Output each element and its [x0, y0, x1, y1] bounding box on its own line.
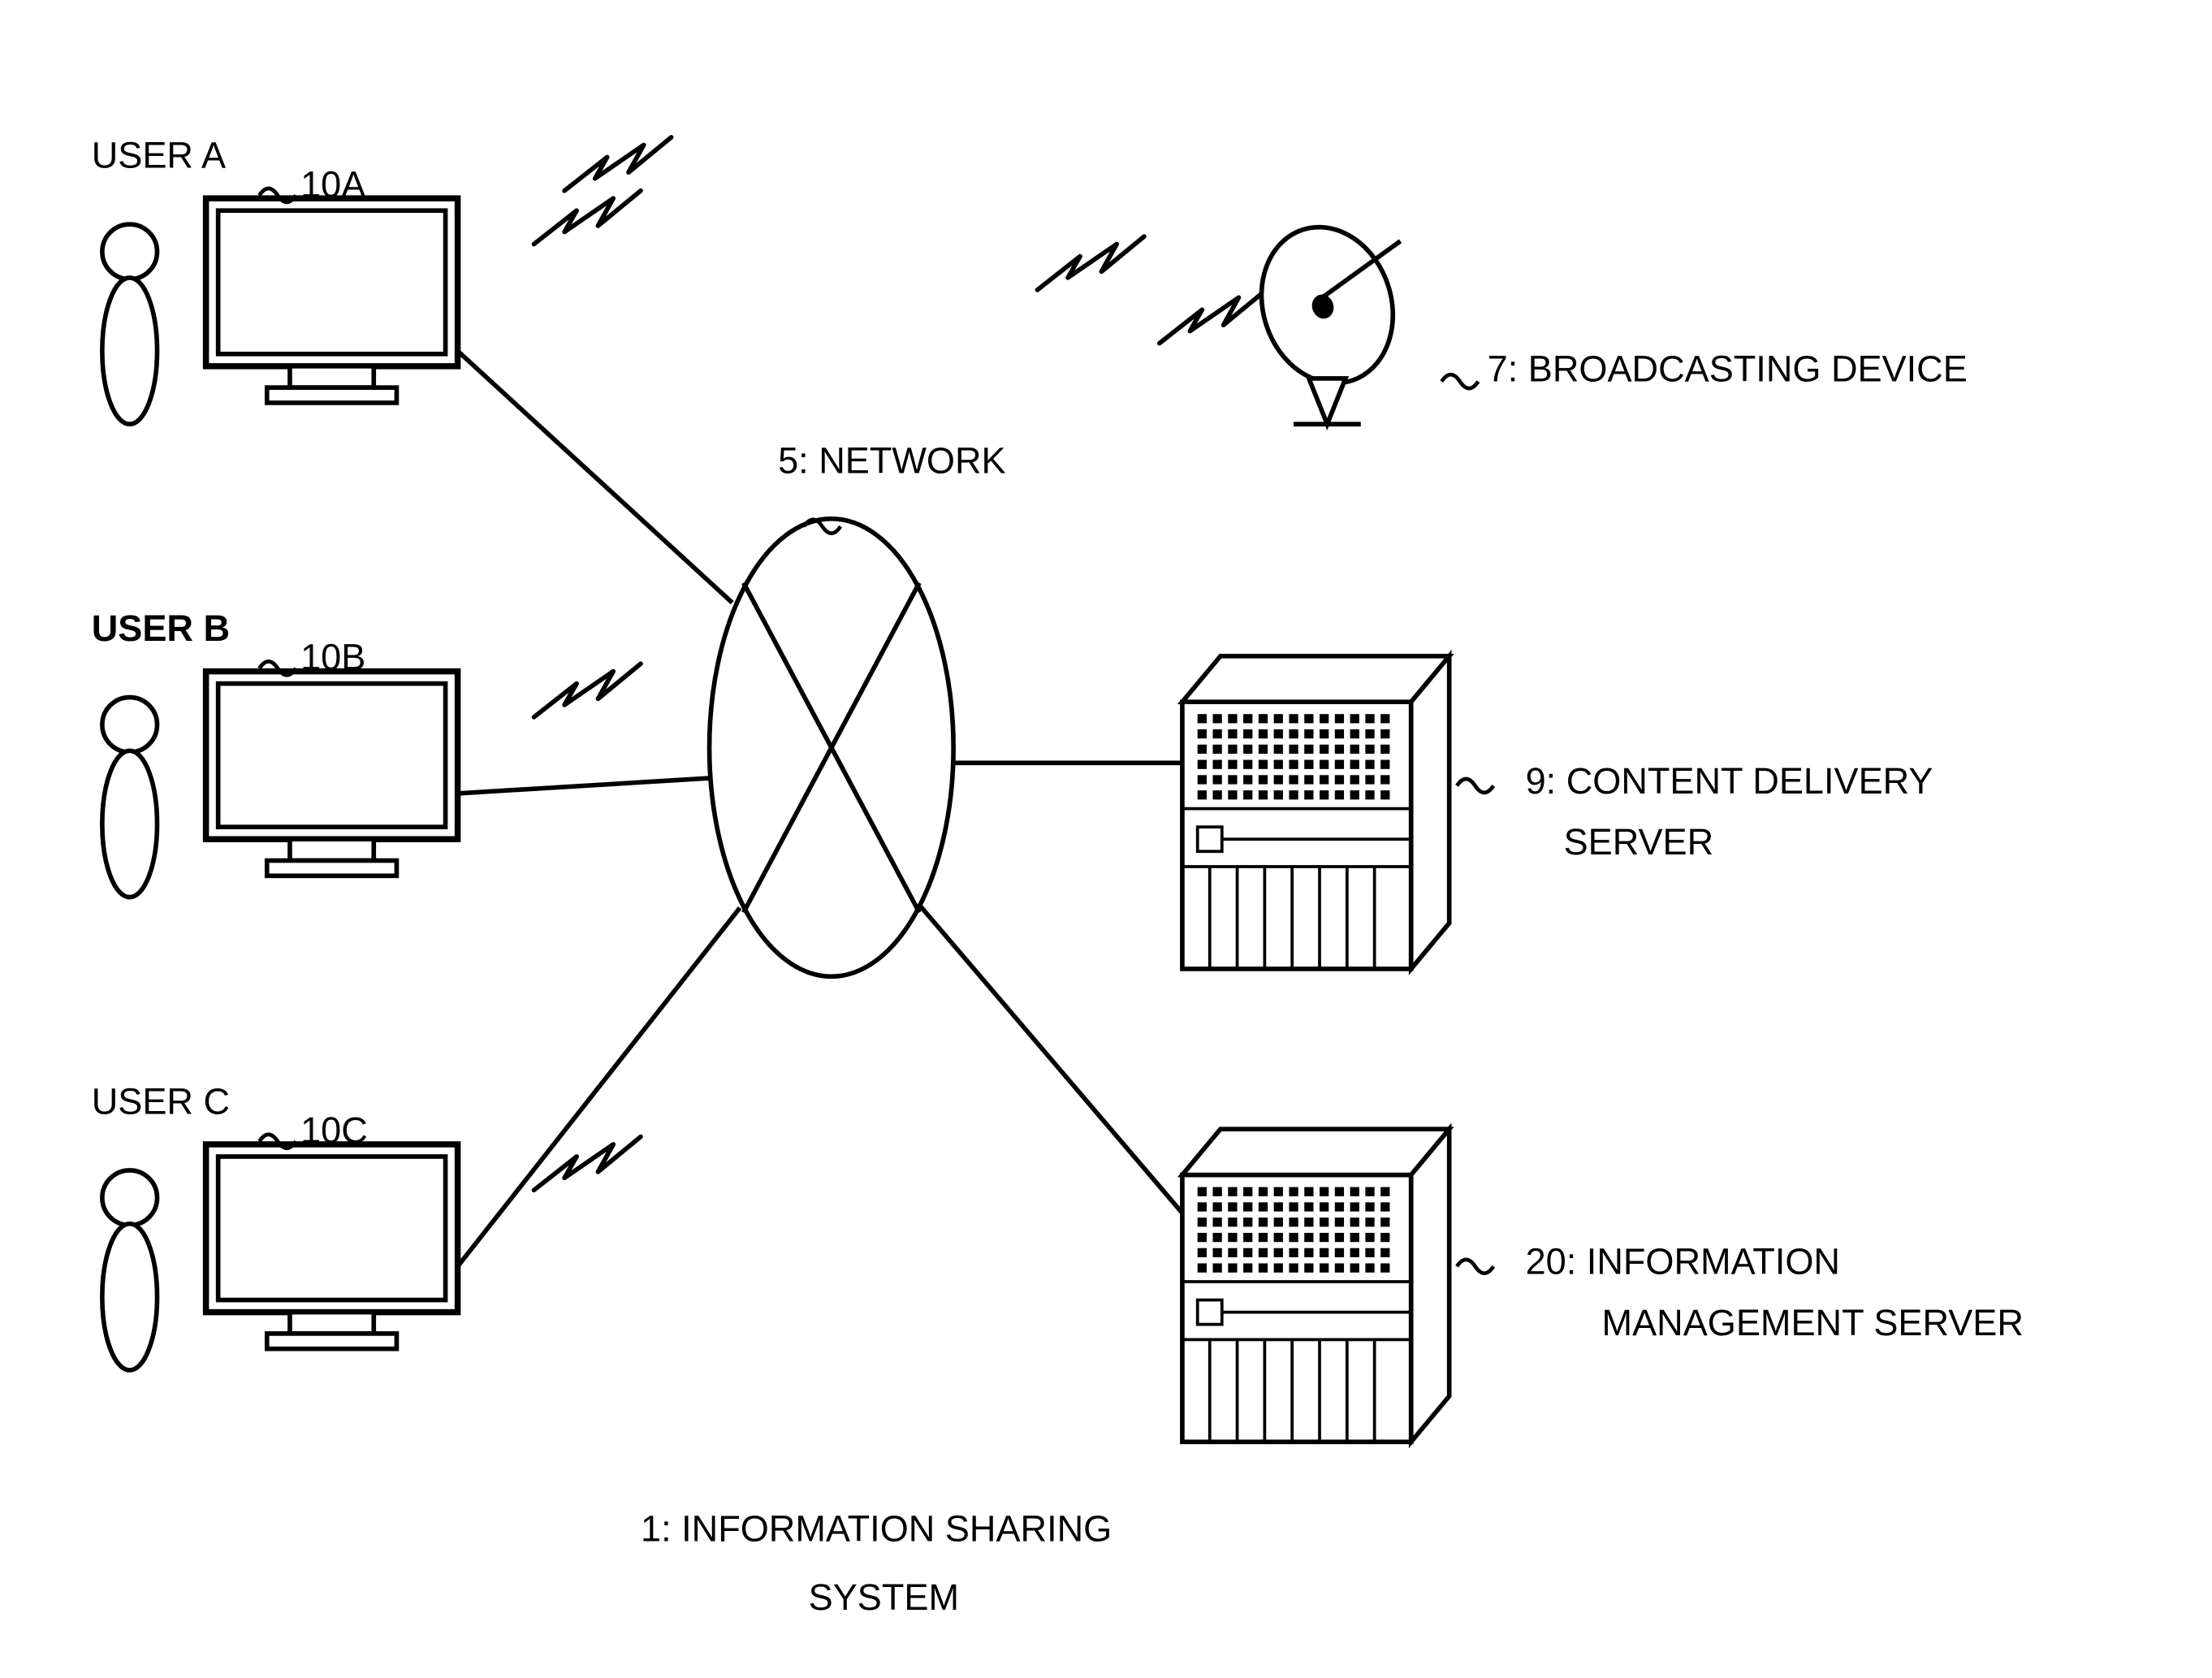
broadcasting-label: 7: BROADCASTING DEVICE [1488, 348, 1968, 390]
user-label-C: USER C [92, 1080, 230, 1122]
diagram-title-line1: 1: INFORMATION SHARING [641, 1507, 1112, 1549]
diagram-title-line2: SYSTEM [809, 1576, 959, 1618]
user-B [102, 672, 458, 897]
signal-icon [564, 137, 672, 191]
edge-2 [458, 908, 741, 1266]
edge-1 [458, 778, 710, 794]
server1-label: 9: CONTENT DELIVERY [1526, 760, 1933, 802]
signal-icon [534, 664, 642, 717]
tv-icon [206, 1144, 458, 1349]
user-C [102, 1144, 458, 1370]
server1-label2: SERVER [1564, 821, 1714, 863]
signal-icon [1037, 236, 1144, 290]
tv-icon [206, 672, 458, 876]
tv-icon [206, 198, 458, 403]
edge-4 [915, 900, 1182, 1213]
user-label-B: USER B [92, 608, 230, 649]
ref-B: 10B [300, 637, 365, 678]
user-A [102, 198, 458, 424]
ref-A: 10A [300, 163, 365, 205]
broadcasting-device [1242, 210, 1412, 424]
ref-C: 10C [300, 1109, 368, 1151]
signal-icon [534, 191, 642, 244]
content-delivery-server-icon [1182, 656, 1449, 969]
network-diagram: 5: NETWORK USER A 10A USER B 10B USER C 10C 7: … [0, 0, 2212, 1678]
server2-label: 20: INFORMATION [1526, 1241, 1840, 1282]
network-label: 5: NETWORK [778, 439, 1006, 481]
signal-icon [534, 1137, 642, 1191]
info-management-server-icon [1182, 1129, 1449, 1442]
signal-icon [1160, 290, 1267, 344]
server2-label2: MANAGEMENT SERVER [1602, 1302, 2024, 1343]
user-label-A: USER A [92, 135, 226, 176]
edge-0 [458, 351, 732, 603]
